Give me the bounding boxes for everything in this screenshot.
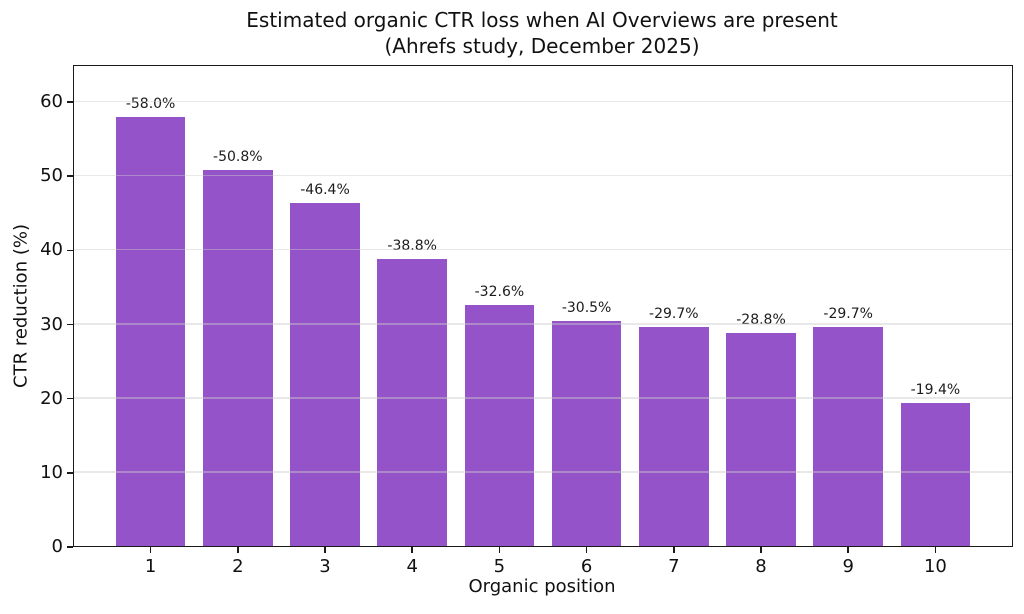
gridline-y-30: [73, 323, 1013, 325]
bar-position-4: [377, 259, 448, 547]
x-tick-label: 1: [144, 556, 157, 577]
bar-value-label: -29.7%: [823, 305, 873, 322]
bar-position-5: [464, 305, 535, 547]
y-tick-mark: [67, 323, 73, 326]
x-tick-label: 4: [406, 556, 418, 577]
gridline-y-40: [73, 248, 1013, 251]
x-tick-label: 2: [232, 556, 244, 577]
y-tick-mark: [67, 397, 73, 400]
y-tick-label: 30: [40, 313, 63, 335]
chart-title-line2: (Ahrefs study, December 2025): [384, 34, 700, 58]
bar-position-8: [726, 333, 796, 547]
x-tick-mark: [934, 547, 937, 553]
x-tick-mark: [411, 547, 414, 553]
gridline-y-50: [73, 174, 1013, 177]
x-tick-mark: [672, 547, 675, 553]
y-tick-mark: [67, 546, 73, 548]
x-tick-mark: [847, 547, 849, 553]
gridline-y-10: [73, 471, 1013, 473]
bar-position-6: [551, 320, 622, 547]
y-tick-label: 10: [40, 461, 63, 483]
gridline-y-20: [73, 397, 1013, 399]
bar-value-label: -50.8%: [213, 149, 263, 166]
x-tick-label: 6: [580, 556, 593, 577]
y-tick-mark: [67, 175, 73, 178]
bar-value-label: -30.5%: [561, 299, 612, 316]
x-axis-title: Organic position: [468, 576, 616, 597]
y-tick-label: 20: [40, 387, 63, 409]
bar-value-label: -38.8%: [387, 238, 437, 255]
y-tick-mark: [67, 249, 73, 252]
bar-value-label: -29.7%: [649, 305, 699, 322]
x-tick-mark: [760, 547, 762, 553]
y-tick-label: 50: [40, 165, 63, 187]
x-tick-mark: [237, 547, 239, 553]
bar-position-2: [202, 170, 273, 547]
chart-title-line1: Estimated organic CTR loss when AI Overv…: [246, 8, 838, 32]
chart-title: Estimated organic CTR loss when AI Overv…: [60, 7, 1024, 59]
x-tick-mark: [585, 547, 588, 553]
y-tick-mark: [67, 101, 73, 103]
x-tick-label: 8: [755, 556, 767, 577]
x-tick-mark: [149, 547, 152, 553]
y-tick-label: 0: [51, 536, 63, 557]
bar-position-3: [290, 202, 360, 547]
bar-position-7: [638, 326, 709, 547]
bar-value-label: -28.8%: [736, 312, 786, 329]
plot-area: -58.0% -50.8% -46.4% -38.8% -32.6% -30.5% -29.…: [73, 65, 1013, 547]
y-tick-label: 40: [40, 239, 63, 261]
bar-value-label: -58.0%: [125, 95, 176, 112]
bar-value-label: -32.6%: [474, 284, 525, 301]
bar-position-1: [115, 116, 186, 547]
bar-position-10: [900, 403, 971, 547]
x-tick-label: 5: [493, 556, 506, 577]
x-tick-mark: [324, 547, 326, 553]
x-tick-label: 7: [668, 556, 680, 577]
y-tick-label: 60: [40, 91, 63, 113]
bar-value-label: -19.4%: [910, 382, 961, 399]
bar-position-9: [813, 326, 884, 547]
gridline-y-60: [73, 100, 1013, 103]
x-tick-label: 10: [923, 556, 947, 577]
x-tick-label: 9: [842, 556, 854, 577]
x-tick-label: 3: [319, 556, 331, 577]
y-tick-mark: [67, 472, 73, 474]
bar-value-label: -46.4%: [300, 181, 350, 198]
x-tick-mark: [498, 547, 501, 553]
